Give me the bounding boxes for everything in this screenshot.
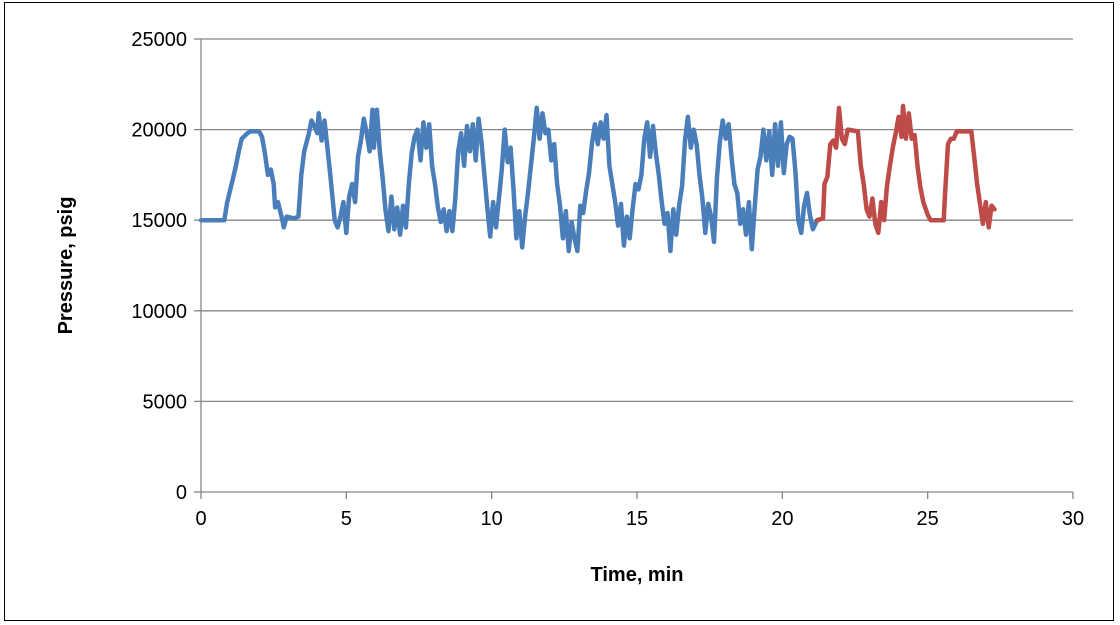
tick-labels: 0 5000 10000 15000 20000 25000 0 5 10 15 20 25 30 [131, 29, 1084, 530]
y-tick-label: 25000 [131, 29, 187, 51]
y-tick-label: 5000 [143, 391, 188, 413]
y-axis-title: Pressure, psig [55, 197, 77, 335]
x-tick-label: 0 [195, 508, 206, 530]
x-axis-title: Time, min [591, 564, 684, 586]
x-tick-label: 10 [481, 508, 503, 530]
y-tick-label: 10000 [131, 301, 187, 323]
series-lines [198, 103, 997, 254]
x-tick-label: 15 [626, 508, 648, 530]
x-tick-label: 5 [341, 508, 352, 530]
x-tick-label: 30 [1062, 508, 1084, 530]
y-tick-label: 15000 [131, 210, 187, 232]
y-tick-label: 20000 [131, 120, 187, 142]
x-tick-label: 20 [771, 508, 793, 530]
y-tick-label: 0 [176, 482, 187, 504]
x-tick-label: 25 [917, 508, 939, 530]
chart-frame [4, 2, 1114, 621]
axes [194, 38, 1074, 499]
series-line-2 [814, 103, 997, 236]
series-line-1 [198, 105, 820, 254]
